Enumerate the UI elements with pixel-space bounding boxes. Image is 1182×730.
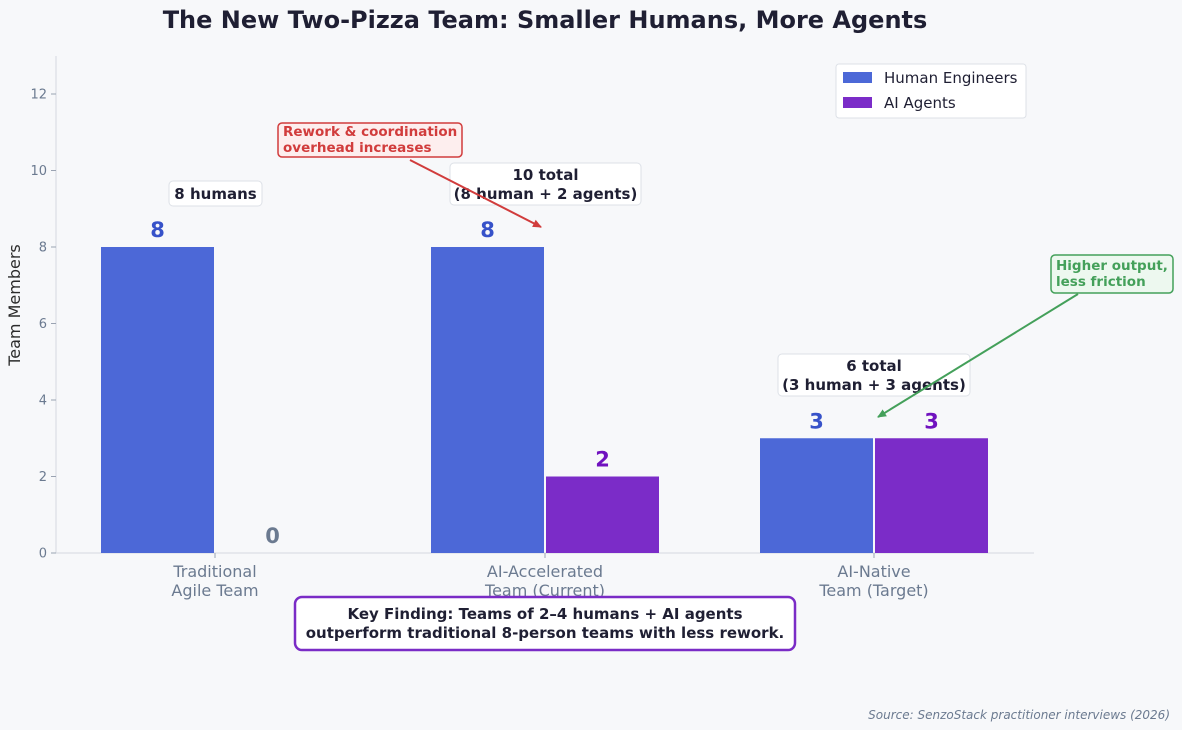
key-finding-text: Key Finding: Teams of 2–4 humans + AI ag…	[347, 605, 742, 623]
legend-swatch	[843, 72, 872, 83]
y-tick-label: 0	[39, 547, 47, 562]
annotation-box	[1050, 254, 1174, 294]
total-box	[777, 353, 971, 397]
total-box	[449, 162, 642, 206]
total-box-text: 8 humans	[174, 185, 256, 203]
y-tick-label: 10	[30, 164, 47, 179]
annotation-text: overhead increases	[283, 140, 432, 156]
legend-label: AI Agents	[884, 94, 956, 112]
bar-value-label: 8	[150, 218, 165, 242]
annotation-text: Rework & coordination	[283, 124, 457, 140]
key-finding-box	[293, 595, 797, 652]
total-box-text: (3 human + 3 agents)	[782, 376, 966, 394]
bar-value-label: 2	[595, 448, 610, 472]
legend-label: Human Engineers	[884, 69, 1018, 87]
bar-agents	[875, 438, 988, 553]
total-box-text: 6 total	[846, 357, 902, 375]
bar-human	[101, 247, 214, 553]
y-tick-label: 8	[39, 241, 47, 256]
y-tick-label: 12	[30, 88, 47, 103]
bar-value-label: 3	[924, 409, 939, 433]
category-label: Agile Team	[171, 581, 258, 600]
annotation-text: less friction	[1056, 274, 1146, 290]
key-finding-text: outperform traditional 8-person teams wi…	[306, 624, 785, 642]
legend-swatch	[843, 97, 872, 108]
annotation-arrow	[409, 159, 542, 228]
category-label: Team (Target)	[818, 581, 928, 600]
category-label: AI-Native	[837, 562, 910, 581]
y-tick-label: 6	[39, 317, 47, 332]
total-box-text: 10 total	[512, 166, 578, 184]
y-tick-label: 2	[39, 470, 47, 485]
y-axis-label: Team Members	[5, 244, 24, 367]
total-box	[168, 180, 263, 207]
bar-value-label: 0	[265, 524, 280, 548]
category-label: Traditional	[172, 562, 256, 581]
total-box-text: (8 human + 2 agents)	[454, 185, 638, 203]
legend-box	[835, 63, 1027, 119]
annotation-text: Higher output,	[1056, 258, 1168, 274]
annotation-box	[277, 122, 463, 158]
source-note: Source: SenzoStack practitioner intervie…	[868, 708, 1170, 722]
bar-value-label: 8	[480, 218, 495, 242]
bar-human	[760, 438, 873, 553]
bar-agents	[546, 476, 659, 553]
category-label: Team (Current)	[484, 581, 605, 600]
chart-title: The New Two-Pizza Team: Smaller Humans, …	[163, 6, 928, 34]
category-label: AI-Accelerated	[487, 562, 603, 581]
annotation-arrow	[877, 293, 1079, 418]
bar-human	[431, 247, 544, 553]
y-tick-label: 4	[39, 394, 47, 409]
bar-value-label: 3	[809, 409, 824, 433]
